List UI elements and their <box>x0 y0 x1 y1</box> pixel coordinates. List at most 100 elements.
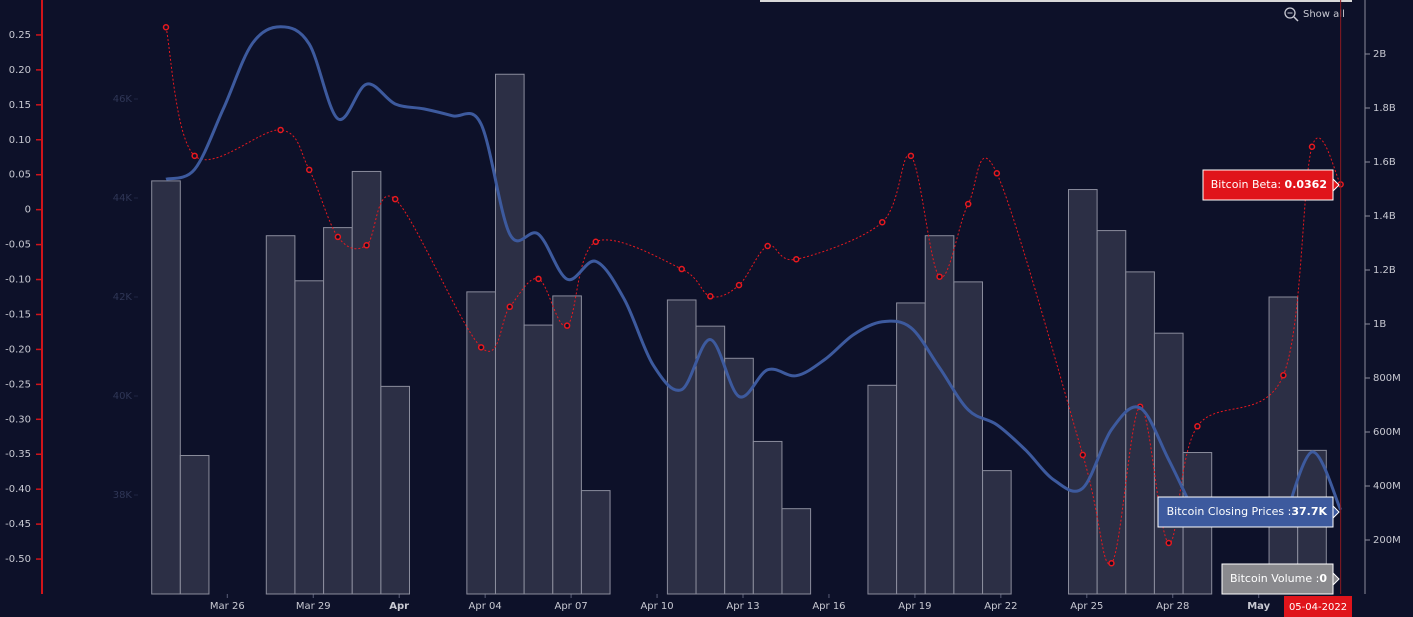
y-tick-label: 0.05 <box>9 170 31 181</box>
beta-point <box>907 152 915 160</box>
y2-tick-label: 200M <box>1373 535 1401 546</box>
y2-tick-label: 600M <box>1373 427 1401 438</box>
beta-point <box>993 170 1001 177</box>
bar <box>982 470 1012 595</box>
beta-point <box>707 293 714 300</box>
y-tick-label: 0 <box>25 205 31 216</box>
zoom-reset[interactable]: Show all <box>1284 7 1345 22</box>
y2-tick-label: 1.8B <box>1373 103 1396 114</box>
y-tick-label: 0.20 <box>9 65 31 76</box>
tooltip-part: : <box>1277 178 1284 191</box>
beta-point <box>391 195 399 203</box>
x-tick-label: Apr 28 <box>1156 601 1189 612</box>
y3-tick-label: 44K <box>113 193 133 204</box>
tooltip-text: Bitcoin Beta: 0.0362 <box>1211 178 1327 191</box>
beta-point <box>1108 560 1115 567</box>
bar <box>1125 271 1155 595</box>
bar <box>151 180 181 595</box>
y-tick-label: -0.05 <box>5 240 31 251</box>
beta-point <box>277 126 284 134</box>
bar <box>523 324 554 595</box>
beta-point <box>793 256 800 263</box>
bar <box>666 299 697 595</box>
tooltip-part: 37.7K <box>1291 505 1327 518</box>
beta-point <box>879 218 886 226</box>
y-tick-label: -0.30 <box>5 414 31 425</box>
beta-point <box>1308 143 1316 151</box>
y2-tick-label: 1.4B <box>1373 211 1396 222</box>
x-tick-label: Mar 26 <box>210 601 245 612</box>
y-tick-label: 0.10 <box>9 135 31 146</box>
tooltip-box <box>1202 169 1334 201</box>
y2-tick-label: 1B <box>1373 319 1386 330</box>
beta-point <box>334 233 342 241</box>
beta-point <box>162 24 170 31</box>
y-tick-label: -0.35 <box>5 449 31 460</box>
tooltip-text: Bitcoin Volume :0 <box>1230 572 1327 585</box>
x-tick-label: Apr <box>389 601 409 612</box>
bar <box>380 385 410 595</box>
tooltip-arrow <box>1332 571 1340 587</box>
beta-point <box>936 273 943 280</box>
zoom-icon <box>1284 7 1296 19</box>
y2-tick-label: 1.2B <box>1373 265 1396 276</box>
y-tick-label: -0.25 <box>5 379 31 390</box>
bar <box>1268 296 1299 595</box>
y2-tick-label: 800M <box>1373 373 1401 384</box>
y-tick-label: -0.15 <box>5 309 31 320</box>
y2-tick-label: 400M <box>1373 481 1401 492</box>
beta-point <box>363 242 370 249</box>
tooltip-box <box>1221 563 1334 595</box>
crosshair-label: 05-04-2022 <box>1289 602 1347 613</box>
beta-point <box>1280 372 1287 379</box>
bar <box>695 325 726 595</box>
tooltip-part: Bitcoin Beta <box>1211 178 1278 191</box>
x-tick-label: Apr 25 <box>1070 601 1103 612</box>
x-tick-label: Apr 07 <box>554 601 587 612</box>
tooltip-part: : <box>1284 505 1291 518</box>
tooltip-part: Bitcoin Volume <box>1230 572 1312 585</box>
tooltip-box <box>1157 496 1334 528</box>
x-tick-label: Apr 19 <box>898 601 931 612</box>
bar <box>351 170 382 595</box>
y-tick-label: -0.40 <box>5 484 31 495</box>
beta-point <box>535 275 542 283</box>
tooltip-arrow <box>1332 177 1340 193</box>
beta-point <box>1079 451 1087 459</box>
zoom-label[interactable]: Show all <box>1303 9 1345 20</box>
beta-point <box>506 303 514 311</box>
y-tick-label: 0.15 <box>9 100 31 111</box>
y3-tick-label: 46K <box>113 94 133 105</box>
beta-point <box>477 344 485 351</box>
tooltip-text: Bitcoin Closing Prices :37.7K <box>1167 505 1328 518</box>
bar <box>1096 230 1127 595</box>
bar <box>552 295 582 595</box>
beta-point <box>735 281 743 289</box>
tooltip-arrow <box>1332 504 1340 520</box>
tooltip: Bitcoin Beta: 0.0362 <box>1202 169 1340 201</box>
x-tick-label: Apr 13 <box>726 601 759 612</box>
beta-point <box>964 200 972 208</box>
beta-point <box>764 242 771 250</box>
y3-tick-label: 40K <box>113 391 133 402</box>
bar <box>265 235 296 595</box>
x-tick-label: Apr 16 <box>812 601 845 612</box>
tooltip-part: Bitcoin Closing Prices <box>1167 505 1285 518</box>
bar <box>323 227 353 595</box>
crosshair-label-box <box>1284 596 1352 617</box>
bar <box>1153 332 1184 595</box>
y-tick-label: -0.10 <box>5 275 31 286</box>
y3-tick-label: 38K <box>113 490 133 501</box>
bar <box>1068 189 1098 595</box>
bar <box>179 454 210 595</box>
tooltip: Bitcoin Volume :0 <box>1221 563 1340 595</box>
bar <box>580 490 611 595</box>
tooltip: Bitcoin Closing Prices :37.7K <box>1157 496 1340 528</box>
beta-point <box>191 152 198 160</box>
bar <box>466 291 496 595</box>
beta-point <box>1165 539 1172 547</box>
y2-tick-label: 1.6B <box>1373 157 1396 168</box>
x-tick-label: Apr 10 <box>640 601 673 612</box>
